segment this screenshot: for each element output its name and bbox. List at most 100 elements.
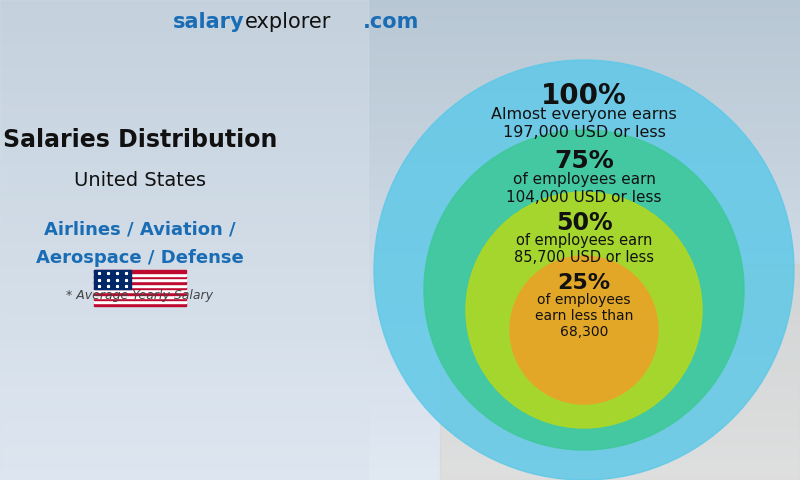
Bar [0, 126, 800, 132]
Bar [0, 234, 800, 240]
Bar [0, 312, 800, 318]
Bar [0, 336, 800, 342]
Bar [94, 270, 186, 273]
Bar [0, 180, 800, 186]
Bar [94, 270, 131, 289]
Bar [94, 276, 186, 278]
Text: 197,000 USD or less: 197,000 USD or less [502, 125, 666, 140]
Bar [0, 240, 800, 246]
Text: salary: salary [174, 12, 245, 32]
Bar [0, 222, 800, 228]
Bar [0, 444, 800, 450]
Bar [440, 264, 800, 480]
Bar [0, 18, 800, 24]
Bar [0, 84, 800, 90]
Circle shape [424, 130, 744, 450]
Bar [0, 168, 800, 174]
Bar [94, 300, 186, 303]
Bar [0, 366, 800, 372]
Text: 85,700 USD or less: 85,700 USD or less [514, 250, 654, 265]
Bar [0, 30, 800, 36]
Bar [94, 281, 186, 284]
Bar [0, 276, 800, 282]
Bar [0, 204, 800, 210]
Bar [0, 36, 800, 42]
Bar [0, 48, 800, 54]
Bar [0, 66, 800, 72]
Bar [0, 102, 800, 108]
Bar [0, 372, 800, 378]
Bar [0, 270, 800, 276]
Circle shape [510, 256, 658, 404]
Bar [0, 186, 800, 192]
Bar [94, 295, 186, 298]
Bar [0, 384, 800, 390]
Text: explorer: explorer [245, 12, 331, 32]
Bar [0, 300, 800, 306]
Bar [0, 150, 800, 156]
Bar [94, 289, 186, 292]
Bar [94, 273, 186, 276]
Bar [0, 228, 800, 234]
Bar [0, 138, 800, 144]
Bar [94, 287, 186, 289]
Bar [0, 420, 800, 426]
Text: of employees earn: of employees earn [516, 233, 652, 248]
Text: 68,300: 68,300 [560, 325, 608, 339]
Bar [0, 402, 800, 408]
Bar [0, 408, 800, 414]
Text: 50%: 50% [556, 211, 612, 235]
Text: Aerospace / Defense: Aerospace / Defense [36, 249, 244, 267]
Bar [94, 298, 186, 300]
Bar [0, 324, 800, 330]
Circle shape [374, 60, 794, 480]
Bar [0, 456, 800, 462]
Bar [0, 42, 800, 48]
Bar [94, 284, 186, 287]
Bar [0, 348, 800, 354]
Bar [0, 426, 800, 432]
Bar [0, 78, 800, 84]
Bar [94, 292, 186, 295]
Bar [0, 132, 800, 138]
Bar [0, 468, 800, 474]
Bar [0, 96, 800, 102]
Text: 25%: 25% [558, 273, 610, 293]
Bar [0, 294, 800, 300]
Bar [0, 438, 800, 444]
Bar [0, 360, 800, 366]
Bar [0, 12, 800, 18]
Bar [0, 462, 800, 468]
Bar [0, 0, 368, 480]
Bar [0, 216, 800, 222]
Bar [0, 162, 800, 168]
Bar [0, 54, 800, 60]
Bar [0, 198, 800, 204]
Text: earn less than: earn less than [535, 309, 633, 323]
Bar [0, 264, 800, 270]
Bar [0, 330, 800, 336]
Bar [94, 278, 186, 281]
Bar [0, 252, 800, 258]
Text: of employees: of employees [538, 293, 630, 307]
Text: * Average Yearly Salary: * Average Yearly Salary [66, 288, 214, 301]
Bar [0, 6, 800, 12]
Bar [0, 174, 800, 180]
Text: .com: .com [363, 12, 419, 32]
Text: United States: United States [74, 170, 206, 190]
Bar [0, 414, 800, 420]
Circle shape [466, 192, 702, 428]
Bar [0, 396, 800, 402]
Bar [0, 258, 800, 264]
Text: Almost everyone earns: Almost everyone earns [491, 107, 677, 122]
Bar [0, 432, 800, 438]
Text: Salaries Distribution: Salaries Distribution [3, 128, 277, 152]
Bar [0, 318, 800, 324]
Text: Airlines / Aviation /: Airlines / Aviation / [44, 221, 236, 239]
Text: of employees earn: of employees earn [513, 172, 655, 187]
Bar [0, 306, 800, 312]
Bar [0, 114, 800, 120]
Bar [0, 72, 800, 78]
Bar [0, 24, 800, 30]
Bar [0, 354, 800, 360]
